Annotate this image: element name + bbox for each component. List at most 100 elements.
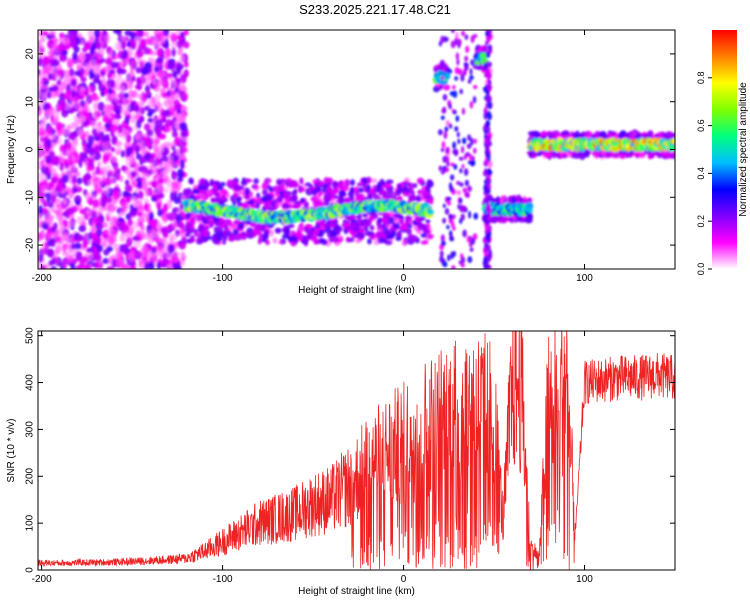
spectrogram-cell xyxy=(304,239,309,247)
spectrogram-cell xyxy=(416,177,425,185)
spectrogram-cell xyxy=(464,34,469,40)
spectrogram-cell xyxy=(52,155,60,165)
spectrogram-cell xyxy=(229,179,237,187)
spectrogram-cell xyxy=(145,77,151,87)
spectrogram-cell xyxy=(129,40,137,48)
spectrogram-cell xyxy=(135,153,142,160)
spectrogram-cell xyxy=(178,242,186,250)
spectrogram-cell xyxy=(456,58,460,66)
colorbar-tick-label: 0.6 xyxy=(696,119,706,132)
spectrogram-cell xyxy=(632,131,637,136)
spectrogram-cell xyxy=(473,147,477,154)
spectrogram-cell xyxy=(50,176,58,183)
spectrogram-cell xyxy=(473,212,479,220)
spectrogram-cell xyxy=(493,214,501,221)
spectrogram-cell xyxy=(450,40,456,49)
spectrogram-cell xyxy=(115,256,123,266)
spectrogram-cell xyxy=(149,121,156,132)
spectrogram-cell xyxy=(395,189,402,194)
spectrogram-cell xyxy=(77,234,85,241)
spectrogram-cell xyxy=(607,132,614,138)
x-tick-label: -100 xyxy=(213,574,233,585)
spectrogram-cell xyxy=(111,195,119,205)
spectrogram-cell xyxy=(160,246,165,255)
spectrogram-cell xyxy=(71,156,76,162)
spectrogram-cell xyxy=(440,234,445,242)
spectrogram-cell xyxy=(131,60,136,71)
spectrogram-cell xyxy=(469,247,474,252)
spectrogram-cell xyxy=(82,142,88,153)
spectrogram-cell xyxy=(152,166,157,177)
spectrogram-cell xyxy=(179,219,184,230)
spectrogram-cell xyxy=(84,65,90,73)
spectrogram-cell xyxy=(295,203,301,210)
spectrogram-cell xyxy=(93,151,102,161)
spectrogram-cell xyxy=(61,50,68,56)
spectrogram-cell xyxy=(65,186,72,194)
spectrogram-cell xyxy=(185,218,191,223)
spectrogram-cell xyxy=(343,186,350,192)
spectrogram-cell xyxy=(460,262,465,268)
spectrogram-cell xyxy=(136,93,143,100)
spectrogram-cell xyxy=(38,106,43,116)
spectrogram-cell xyxy=(178,81,186,91)
spectrogram-cell xyxy=(156,182,164,191)
spectrogram-cell xyxy=(73,45,80,53)
spectrogram-cell xyxy=(91,128,98,136)
spectrogram-cell xyxy=(366,176,372,184)
spectrogram-cell xyxy=(393,216,400,224)
spectrogram-cell xyxy=(197,237,206,243)
spectrogram-cell xyxy=(455,115,460,122)
spectrogram-cell xyxy=(154,66,159,73)
spectrogram-cell xyxy=(237,190,246,195)
spectrogram-cell xyxy=(462,229,467,238)
spectrogram-cell xyxy=(379,226,384,233)
x-tick-label: -100 xyxy=(213,273,233,284)
spectrogram-cell xyxy=(143,174,151,180)
spectrogram-cell xyxy=(59,144,65,154)
spectrogram-cell xyxy=(169,191,175,202)
spectrogram-cell xyxy=(130,176,137,187)
spectrogram-cell xyxy=(484,150,489,156)
spectrogram-cell xyxy=(310,196,318,202)
spectrogram-cell xyxy=(459,182,464,187)
spectrogram-cell xyxy=(85,42,92,50)
spectrogram-cell xyxy=(483,111,488,120)
spectrogram-cell xyxy=(149,50,158,56)
spectrogram-cell xyxy=(453,163,458,170)
spectrogram-cell xyxy=(444,208,450,215)
spectrogram-cell xyxy=(129,209,136,217)
spectrogram-cell xyxy=(150,96,156,103)
spectrogram-cell xyxy=(48,52,55,60)
spectrogram-cell xyxy=(129,156,136,165)
spectrogram-cell xyxy=(144,38,152,46)
spectrogram-cell xyxy=(65,254,73,263)
spectrogram-cell xyxy=(160,238,168,246)
snr-x-ticks: -200 -100 0 100 xyxy=(32,331,593,585)
spectrogram-cell xyxy=(78,225,87,233)
spectrogram-cell xyxy=(436,65,443,73)
spectrogram-cell xyxy=(53,230,59,240)
spectrogram-cell xyxy=(245,232,254,237)
spectrogram-cell xyxy=(97,170,104,176)
spectrogram-cell xyxy=(323,176,329,184)
spectrogram-cell xyxy=(447,254,451,262)
spectrogram-cell xyxy=(62,128,71,136)
spectrogram-cell xyxy=(148,261,155,269)
snr-frame xyxy=(37,330,676,571)
spectrogram-cell xyxy=(162,203,169,213)
spectrogram-cell xyxy=(133,238,141,249)
spectrogram-cell xyxy=(463,66,467,75)
spectrogram-cell xyxy=(186,187,192,193)
spectrogram-cell xyxy=(341,180,347,186)
spectrogram-cell xyxy=(439,250,444,258)
spectrogram-cell xyxy=(485,79,489,87)
spectrogram-cell xyxy=(368,217,373,225)
spectrogram-cell xyxy=(188,177,194,185)
spectrogram-cell xyxy=(367,238,372,245)
spectrogram-cell xyxy=(598,131,606,140)
spectrogram-cell xyxy=(124,179,130,186)
spectrogram-cell xyxy=(83,232,89,239)
spectrogram-cell xyxy=(169,89,174,97)
spectrogram-cell xyxy=(439,84,443,91)
